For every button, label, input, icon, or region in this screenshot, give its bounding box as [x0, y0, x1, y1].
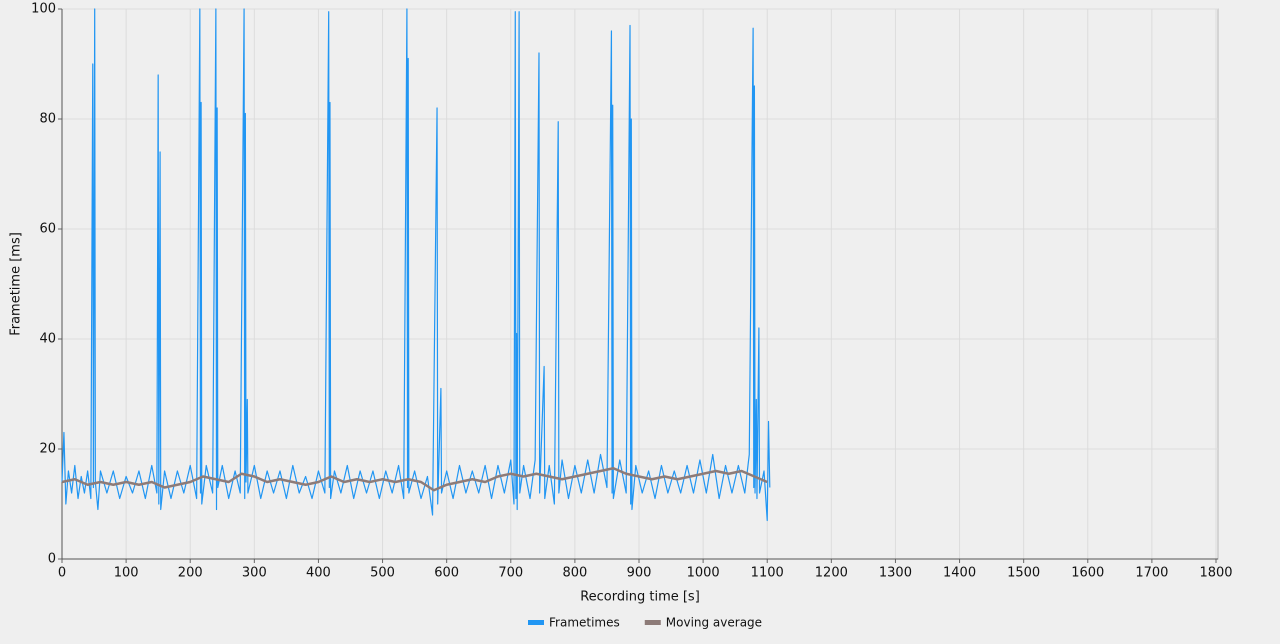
x-tick-label: 500	[370, 566, 395, 581]
x-tick-label: 300	[242, 566, 267, 581]
x-tick-label: 1700	[1135, 566, 1168, 581]
x-tick-label: 100	[114, 566, 139, 581]
x-tick-label: 1100	[751, 566, 784, 581]
x-tick-label: 900	[627, 566, 652, 581]
x-tick-label: 1400	[943, 566, 976, 581]
x-tick-label: 200	[178, 566, 203, 581]
legend-label: Frametimes	[549, 616, 620, 630]
x-tick-label: 1000	[687, 566, 720, 581]
x-axis-label: Recording time [s]	[580, 590, 700, 605]
legend-label: Moving average	[666, 616, 762, 630]
series-line	[61, 467, 768, 492]
x-tick-label: 1800	[1199, 566, 1232, 581]
x-tick-label: 1300	[879, 566, 912, 581]
x-tick-label: 1200	[815, 566, 848, 581]
y-tick-label: 60	[39, 222, 56, 237]
y-tick-label: 100	[31, 2, 56, 17]
x-tick-label: 1600	[1071, 566, 1104, 581]
legend-swatch	[528, 620, 544, 625]
y-tick-label: 40	[39, 332, 56, 347]
y-tick-label: 20	[39, 442, 56, 457]
x-tick-label: 600	[434, 566, 459, 581]
x-tick-label: 0	[58, 566, 66, 581]
x-tick-label: 1500	[1007, 566, 1040, 581]
legend-swatch	[644, 620, 661, 625]
y-tick-label: 80	[39, 112, 56, 127]
x-tick-label: 400	[306, 566, 331, 581]
x-tick-label: 700	[498, 566, 523, 581]
y-axis-label: Frametime [ms]	[9, 232, 24, 336]
x-tick-label: 800	[562, 566, 587, 581]
series-line	[61, 8, 771, 522]
y-tick-label: 0	[48, 552, 56, 567]
